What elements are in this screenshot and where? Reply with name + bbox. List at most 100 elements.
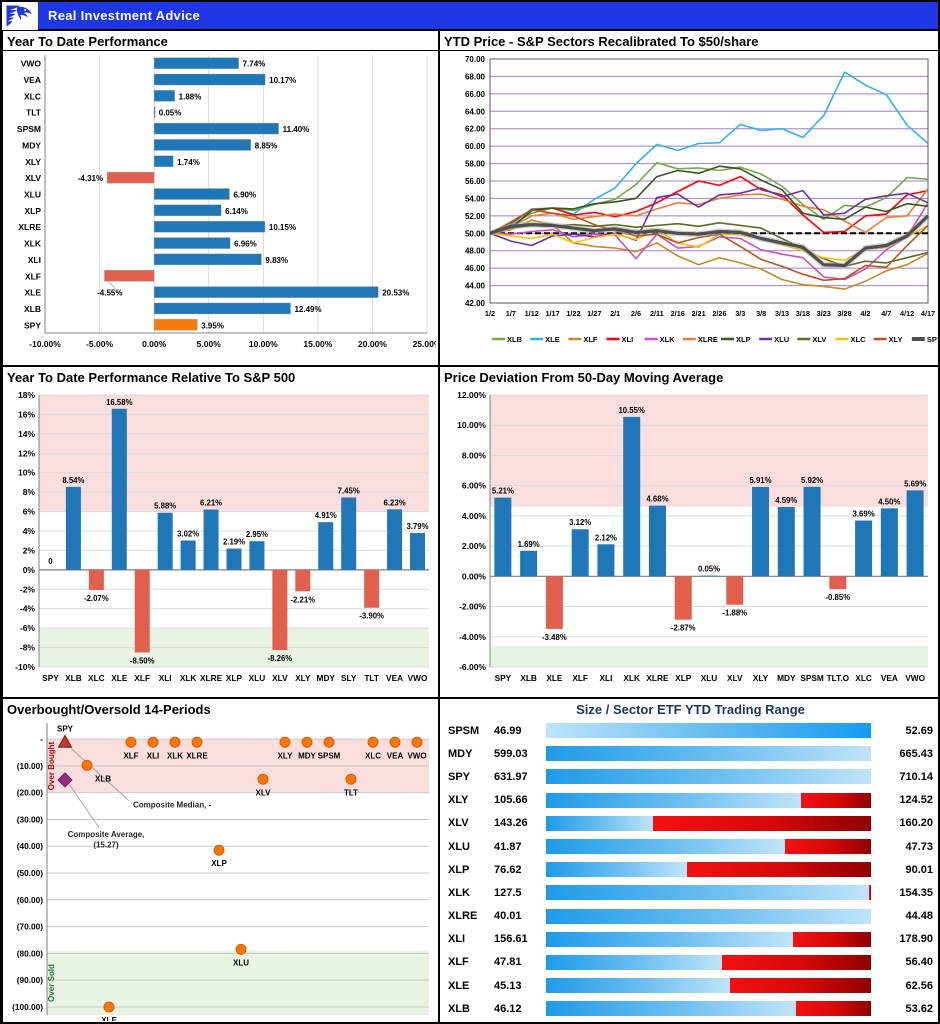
- x-tick: 1/17: [545, 309, 559, 318]
- value-label-XLE: -3.48%: [542, 633, 567, 642]
- point-label-XLE: XLE: [101, 1016, 117, 1021]
- range-row-SPSM: SPSM 46.99 52.69: [448, 719, 933, 742]
- x-tick: 4/17: [921, 309, 935, 318]
- range-red-segment: [653, 815, 871, 831]
- bar-XLB: [65, 486, 81, 570]
- point-SPY: [57, 734, 73, 748]
- cat-label-XLE: XLE: [111, 673, 128, 683]
- bar-XLB: [520, 550, 538, 577]
- point-label-XLRE: XLRE: [186, 751, 208, 760]
- range-row-XLY: XLY 105.66 124.52: [448, 789, 933, 812]
- x-tick: 1/2: [485, 309, 495, 318]
- range-bar-SPSM: [546, 723, 871, 739]
- legend-label-XLP: XLP: [736, 335, 751, 344]
- bar-XLRE: [648, 505, 666, 577]
- value-label-XLB: 1.69%: [518, 540, 540, 549]
- x-tick: 3/23: [817, 309, 831, 318]
- range-row-XLP: XLP 76.62 90.01: [448, 858, 933, 881]
- bar-XLY: [153, 155, 174, 167]
- bar-SPSM: [803, 486, 821, 577]
- legend-label-XLF: XLF: [583, 335, 598, 344]
- cat-label-XLF: XLF: [572, 673, 588, 683]
- cat-label-TLT: TLT: [364, 673, 379, 683]
- range-ticker-XLF: XLF: [448, 956, 469, 969]
- bar-XLC: [153, 90, 175, 102]
- oversold-label: Over Sold: [47, 964, 56, 1002]
- range-ticker-XLY: XLY: [448, 794, 469, 807]
- range-ticker-XLU: XLU: [448, 840, 470, 853]
- value-label-XLE: 16.58%: [106, 398, 133, 407]
- bar-XLU: [249, 541, 265, 570]
- range-low-XLB: 46.12: [494, 1002, 522, 1015]
- range-row-SPY: SPY 631.97 710.14: [448, 765, 933, 788]
- composite-median-label: Composite Median, -: [133, 800, 212, 809]
- cat-label-XLP: XLP: [226, 673, 243, 683]
- range-ticker-SPSM: SPSM: [448, 724, 480, 737]
- value-label-XLRE: 4.68%: [646, 495, 668, 504]
- x-tick: 25.00%: [413, 339, 436, 349]
- bar-VWO: [153, 57, 239, 69]
- range-high-MDY: 665.43: [899, 747, 933, 760]
- range-high-XLK: 154.35: [899, 886, 933, 899]
- point-XLRE: [191, 736, 203, 748]
- range-red-segment: [729, 978, 871, 994]
- cat-label-XLE: XLE: [546, 673, 563, 683]
- y-tick: 62.00: [465, 125, 486, 134]
- panel-oscillator: Overbought/Oversold 14-Periods - (10.00) (…: [2, 698, 439, 1022]
- cat-label-XLE: XLE: [24, 288, 41, 298]
- chart-deviation-50dma: 12.00% 10.00% 8.00% 6.00% 4.00% 2.00% 0.00% -2.…: [457, 390, 928, 683]
- point-XLF: [125, 736, 137, 748]
- value-label-MDY: 4.59%: [775, 496, 797, 505]
- y-tick: 42.00: [465, 299, 486, 308]
- point-label-SPSM: SPSM: [318, 751, 341, 760]
- point-label-XLK: XLK: [167, 751, 183, 760]
- value-label-XLP: -2.87%: [671, 624, 696, 633]
- bar-XLV: [272, 569, 288, 651]
- cat-label-XLC: XLC: [24, 91, 41, 101]
- cat-label-VWO: VWO: [408, 673, 428, 683]
- bar-MDY: [777, 506, 795, 577]
- range-row-XLU: XLU 41.87 47.73: [448, 835, 933, 858]
- point-XLP: [213, 844, 225, 856]
- line-SPY: [489, 214, 930, 268]
- cat-label-VEA: VEA: [881, 673, 898, 683]
- y-tick: -4%: [20, 604, 36, 614]
- y-tick: 46.00: [465, 264, 486, 273]
- bar-XLY: [295, 569, 311, 592]
- legend-label-SPY: SPY: [927, 335, 939, 344]
- cat-label-XLB: XLB: [65, 673, 82, 683]
- y-tick: (10.00): [17, 761, 44, 771]
- value-label-XLK: 3.02%: [177, 530, 199, 539]
- y-tick: -6.00%: [459, 662, 486, 672]
- bar-TLT: [364, 569, 380, 608]
- value-label-VWO: 3.79%: [406, 522, 428, 531]
- x-tick: 2/1: [610, 309, 620, 318]
- cat-label-XLI: XLI: [599, 673, 612, 683]
- range-row-MDY: MDY 599.03 665.43: [448, 742, 933, 765]
- range-ticker-XLRE: XLRE: [448, 910, 478, 923]
- point-label-TLT: TLT: [344, 788, 358, 797]
- bar-XLY: [752, 487, 770, 577]
- bar-VWO: [906, 490, 924, 577]
- point-XLY: [279, 736, 291, 748]
- y-tick: (50.00): [17, 868, 44, 878]
- x-tick: 4/12: [900, 309, 914, 318]
- range-red-segment: [687, 862, 871, 878]
- y-tick: 60.00: [465, 142, 486, 151]
- bar-XLV: [726, 576, 744, 605]
- point-XLK: [169, 736, 181, 748]
- point-XLE: [103, 1001, 115, 1013]
- x-tick: 15.00%: [303, 339, 332, 349]
- value-label-XLF: -8.50%: [130, 656, 155, 665]
- value-label-VEA: 6.23%: [384, 498, 406, 507]
- x-tick: 4/7: [881, 309, 891, 318]
- cat-label-XLI: XLI: [28, 255, 41, 265]
- y-tick: (80.00): [17, 948, 44, 958]
- cat-label-XLY: XLY: [25, 157, 41, 167]
- value-label-SPY: 5.21%: [492, 487, 514, 496]
- x-tick: 2/26: [712, 309, 726, 318]
- x-tick: 3/3: [735, 309, 745, 318]
- x-tick: -10.00%: [29, 339, 61, 349]
- range-row-XLF: XLF 47.81 56.40: [448, 951, 933, 974]
